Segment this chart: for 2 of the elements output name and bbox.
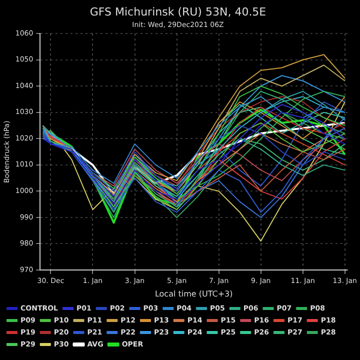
chart-title: GFS Michurinsk (RU) 53N, 40.5E: [90, 5, 266, 18]
x-axis-title: Local time (UTC+3): [154, 289, 233, 298]
